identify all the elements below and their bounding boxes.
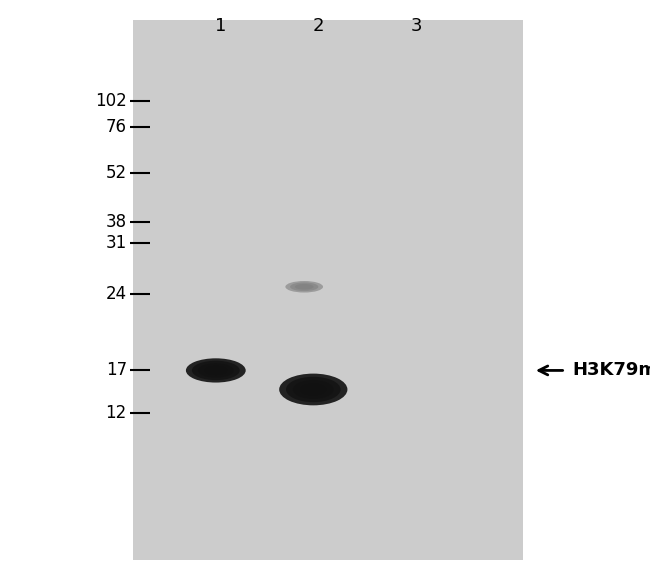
Bar [133,20,523,560]
Ellipse shape [285,281,323,293]
Ellipse shape [186,358,246,383]
Ellipse shape [280,374,347,405]
Text: 1: 1 [215,17,227,35]
Ellipse shape [290,283,318,291]
Ellipse shape [205,366,227,375]
Ellipse shape [286,377,341,402]
Text: 76: 76 [106,118,127,136]
Ellipse shape [198,363,234,378]
Text: 24: 24 [105,285,127,304]
Text: 102: 102 [95,92,127,110]
Text: 3: 3 [410,17,422,35]
Ellipse shape [292,380,334,399]
Text: H3K79me1: H3K79me1 [572,361,650,380]
Text: 2: 2 [313,17,324,35]
Text: 52: 52 [105,164,127,182]
Ellipse shape [192,361,240,380]
Ellipse shape [295,284,314,290]
Text: 17: 17 [105,361,127,380]
Text: 31: 31 [105,234,127,253]
Text: 12: 12 [105,403,127,422]
Text: 38: 38 [105,213,127,231]
Ellipse shape [300,384,326,395]
